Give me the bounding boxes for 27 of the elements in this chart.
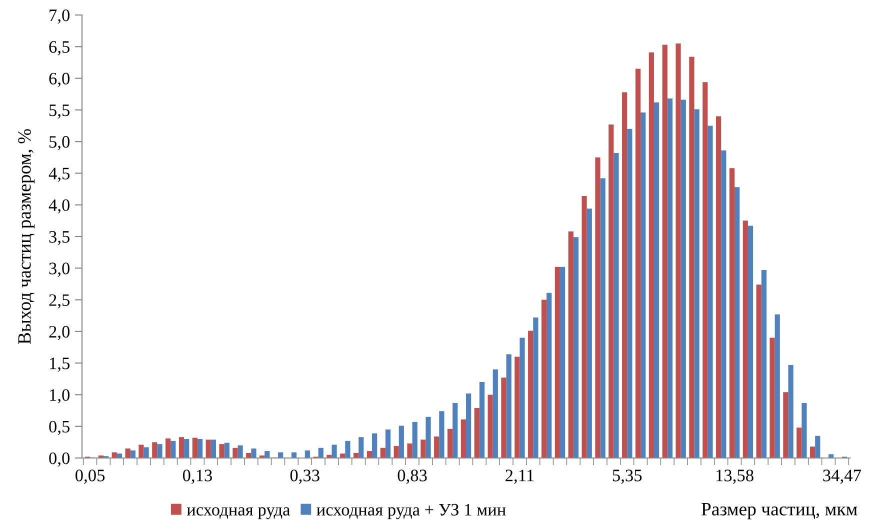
x-tick-label: 34,47: [823, 470, 861, 484]
y-tick-label: 6,0: [49, 72, 70, 87]
legend-label: исходная руда: [186, 507, 290, 520]
x-tick-label: 0,13: [182, 470, 212, 484]
y-tick-label: 6,5: [49, 41, 70, 56]
y-tick-label: 4,5: [48, 168, 70, 182]
x-tick-label: 0,33: [290, 470, 320, 484]
y-tick-label: 2,0: [49, 326, 70, 340]
y-tick-label: 3,5: [49, 231, 70, 246]
x-axis-title: Размер частиц, мкм: [702, 503, 858, 520]
y-tick-label: 2,5: [49, 294, 70, 308]
x-tick-label: 0,05: [76, 470, 105, 484]
y-tick-label: 0,5: [49, 420, 70, 436]
x-tick-label: 2,11: [506, 470, 534, 484]
y-tick-label: 1,5: [50, 358, 70, 372]
y-tick-label: 0,0: [49, 452, 70, 467]
y-tick-label: 3,0: [49, 262, 70, 277]
x-tick-label: 13,58: [716, 470, 754, 484]
y-tick-label: 5,5: [50, 104, 70, 119]
y-axis-title: Выход частиц размером, %: [18, 129, 35, 344]
x-tick-label: 0,83: [398, 470, 427, 484]
y-tick-label: 1,0: [50, 389, 70, 404]
x-tick-label: 5,35: [612, 470, 642, 484]
y-tick-label: 5,0: [50, 136, 70, 150]
legend-label: исходная руда + УЗ 1 мин: [316, 504, 506, 520]
y-tick-label: 4,0: [48, 199, 70, 214]
y-tick-label: 7,0: [50, 9, 70, 24]
